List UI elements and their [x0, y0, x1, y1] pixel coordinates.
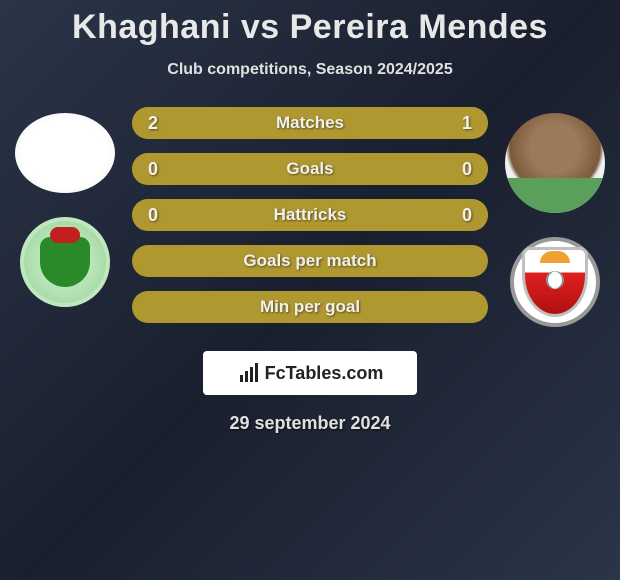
chart-icon: [237, 361, 261, 385]
snapshot-date: 29 september 2024: [0, 413, 620, 434]
brand-badge: FcTables.com: [203, 351, 417, 395]
club-crest-left-icon: [40, 237, 90, 287]
stat-bar: 0Hattricks0: [132, 199, 488, 231]
stat-label: Goals: [192, 159, 428, 179]
stat-bar: Min per goal: [132, 291, 488, 323]
infographic-root: Khaghani vs Pereira Mendes Club competit…: [0, 0, 620, 434]
stat-bar: Goals per match: [132, 245, 488, 277]
stat-label: Hattricks: [192, 205, 428, 225]
club-badge-right: [510, 237, 600, 327]
stat-label: Min per goal: [132, 297, 488, 317]
stat-value-right: 1: [428, 113, 488, 134]
page-title: Khaghani vs Pereira Mendes: [0, 8, 620, 47]
stat-value-left: 0: [132, 159, 192, 180]
stat-bar: 2Matches1: [132, 107, 488, 139]
comparison-area: 2Matches10Goals00Hattricks0Goals per mat…: [0, 107, 620, 327]
stat-bar: 0Goals0: [132, 153, 488, 185]
stat-value-right: 0: [428, 205, 488, 226]
stat-value-right: 0: [428, 159, 488, 180]
stat-value-left: 2: [132, 113, 192, 134]
brand-name: FcTables.com: [265, 363, 384, 384]
player-avatar-left: [15, 113, 115, 193]
stat-value-left: 0: [132, 205, 192, 226]
right-player-column: [500, 107, 610, 327]
player-avatar-right: [505, 113, 605, 213]
club-badge-left: [20, 217, 110, 307]
stats-bars: 2Matches10Goals00Hattricks0Goals per mat…: [120, 107, 500, 327]
stat-label: Matches: [192, 113, 428, 133]
club-crest-right-icon: [522, 247, 588, 317]
subtitle: Club competitions, Season 2024/2025: [0, 61, 620, 79]
stat-label: Goals per match: [132, 251, 488, 271]
left-player-column: [10, 107, 120, 327]
